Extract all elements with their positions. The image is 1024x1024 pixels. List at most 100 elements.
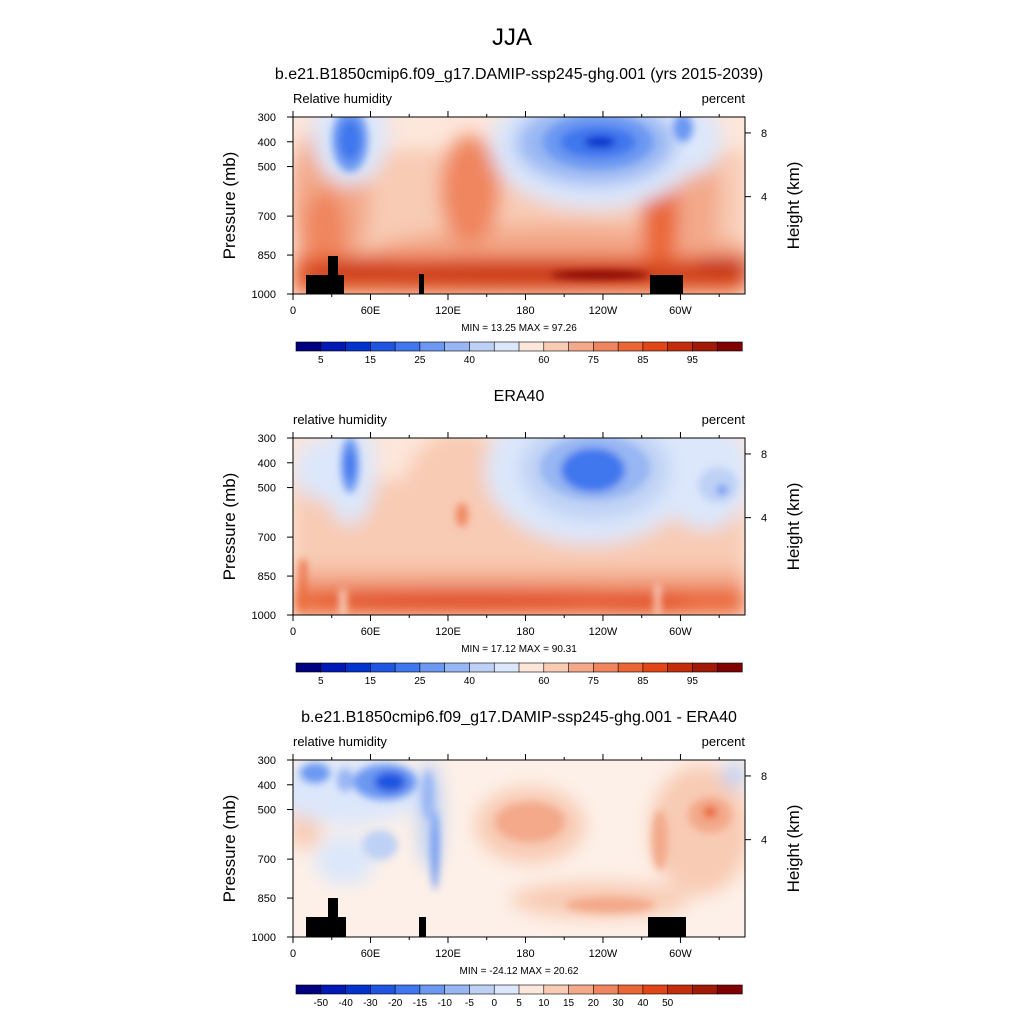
x-tick-label: 180 (516, 305, 534, 317)
colorbar-box (568, 984, 594, 995)
y-axis-title: Pressure (mb) (220, 795, 239, 903)
colorbar-box (568, 341, 594, 352)
y-tick-label: 700 (258, 854, 276, 866)
variable-label: relative humidity (293, 734, 387, 749)
colorbar-box (444, 662, 471, 673)
y-right-axis-title: Height (km) (784, 483, 803, 571)
colorbar-label: 85 (637, 355, 649, 366)
colorbar-label: -50 (314, 998, 329, 1009)
colorbar-box (419, 341, 446, 352)
y-tick-label: 700 (258, 532, 276, 544)
colorbar-box (419, 984, 446, 995)
colorbar-box (444, 984, 471, 995)
colorbar-label: 5 (318, 355, 324, 366)
colorbar-label: 75 (588, 355, 600, 366)
panel-era40: ERA40 relative humidity percent (220, 388, 803, 687)
panel-model: b.e21.B1850cmip6.f09_g17.DAMIP-ssp245-gh… (220, 66, 803, 366)
colorbar-label: 50 (662, 998, 674, 1009)
colorbar-label: 40 (464, 676, 476, 687)
colorbar-box (692, 662, 718, 673)
y-right-axis-title: Height (km) (784, 805, 803, 893)
colorbar-label: 30 (613, 998, 625, 1009)
panel-title: b.e21.B1850cmip6.f09_g17.DAMIP-ssp245-gh… (301, 709, 737, 726)
variable-label: Relative humidity (293, 91, 392, 106)
x-tick-label: 60E (361, 305, 381, 317)
figure-title: JJA (492, 24, 532, 51)
y-tick-label: 1000 (252, 610, 276, 622)
panel-title: ERA40 (494, 388, 545, 405)
colorbar-label: 10 (538, 998, 550, 1009)
contour-field (293, 760, 745, 937)
x-tick-label: 180 (516, 948, 534, 960)
colorbar-box (667, 984, 694, 995)
colorbar: -50 -40 -30 -20 -15 -10 -5 0 5 10 15 20 30 40 50 (295, 984, 743, 1009)
units-label: percent (702, 734, 746, 749)
y-tick-label: 400 (258, 137, 276, 149)
colorbar-box (370, 662, 396, 673)
colorbar-label: 40 (464, 355, 476, 366)
y-tick-label: 850 (258, 893, 276, 905)
y-right-tick-label: 8 (761, 128, 767, 140)
colorbar-label: -30 (363, 998, 378, 1009)
y-tick-label: 1000 (252, 932, 276, 944)
colorbar-label: 5 (516, 998, 522, 1009)
units-label: percent (702, 91, 746, 106)
colorbar-label: 25 (414, 355, 426, 366)
colorbar-box (716, 662, 743, 673)
colorbar-box (692, 341, 718, 352)
colorbar-box (394, 984, 421, 995)
y-right-tick-label: 8 (761, 771, 767, 783)
x-tick-label: 120E (435, 305, 461, 317)
y-tick-label: 500 (258, 162, 276, 174)
colorbar-box (493, 662, 520, 673)
colorbar-box (642, 984, 669, 995)
colorbar-box (370, 341, 396, 352)
colorbar-label: 60 (538, 676, 550, 687)
x-tick-label: 0 (290, 948, 296, 960)
colorbar-box (716, 984, 743, 995)
colorbar-box (642, 662, 669, 673)
variable-label: relative humidity (293, 412, 387, 427)
colorbar-box (394, 341, 421, 352)
y-tick-label: 1000 (252, 289, 276, 301)
x-tick-label: 60E (361, 626, 381, 638)
y-tick-label: 850 (258, 571, 276, 583)
y-tick-label: 500 (258, 805, 276, 817)
colorbar-box (543, 662, 570, 673)
x-tick-label: 60W (669, 305, 692, 317)
colorbar-box (345, 662, 371, 673)
x-tick-label: 0 (290, 626, 296, 638)
colorbar-label: 20 (588, 998, 600, 1009)
y-tick-label: 300 (258, 112, 276, 124)
y-tick-label: 400 (258, 780, 276, 792)
colorbar-box (543, 984, 570, 995)
colorbar-box (593, 341, 619, 352)
x-tick-label: 60W (669, 948, 692, 960)
x-tick-label: 120W (589, 305, 618, 317)
y-tick-label: 500 (258, 483, 276, 495)
colorbar-label: 60 (538, 355, 550, 366)
colorbar-box (345, 984, 371, 995)
colorbar-box (320, 984, 347, 995)
y-right-axis-title: Height (km) (784, 162, 803, 250)
colorbar-box (493, 341, 520, 352)
colorbar-box (469, 984, 495, 995)
contour-field (293, 438, 745, 615)
colorbar-box (518, 341, 545, 352)
colorbar-box (493, 984, 520, 995)
axes: 0 60E 120E 180 120W 60W 300 400 500 700 850 1000 8 4 P… (220, 754, 803, 960)
colorbar-box (518, 662, 545, 673)
x-tick-label: 120W (589, 626, 618, 638)
colorbar-box (593, 984, 619, 995)
colorbar-label: -40 (338, 998, 353, 1009)
colorbar: 5 15 25 40 60 75 85 95 (295, 662, 743, 687)
colorbar-box (320, 662, 347, 673)
y-right-tick-label: 4 (761, 513, 767, 525)
y-axis-title: Pressure (mb) (220, 152, 239, 260)
colorbar-box (320, 341, 347, 352)
colorbar-box (295, 662, 322, 673)
colorbar-box (617, 984, 644, 995)
colorbar-label: 40 (637, 998, 649, 1009)
y-tick-label: 300 (258, 433, 276, 445)
min-max-label: MIN = -24.12 MAX = 20.62 (460, 966, 579, 977)
